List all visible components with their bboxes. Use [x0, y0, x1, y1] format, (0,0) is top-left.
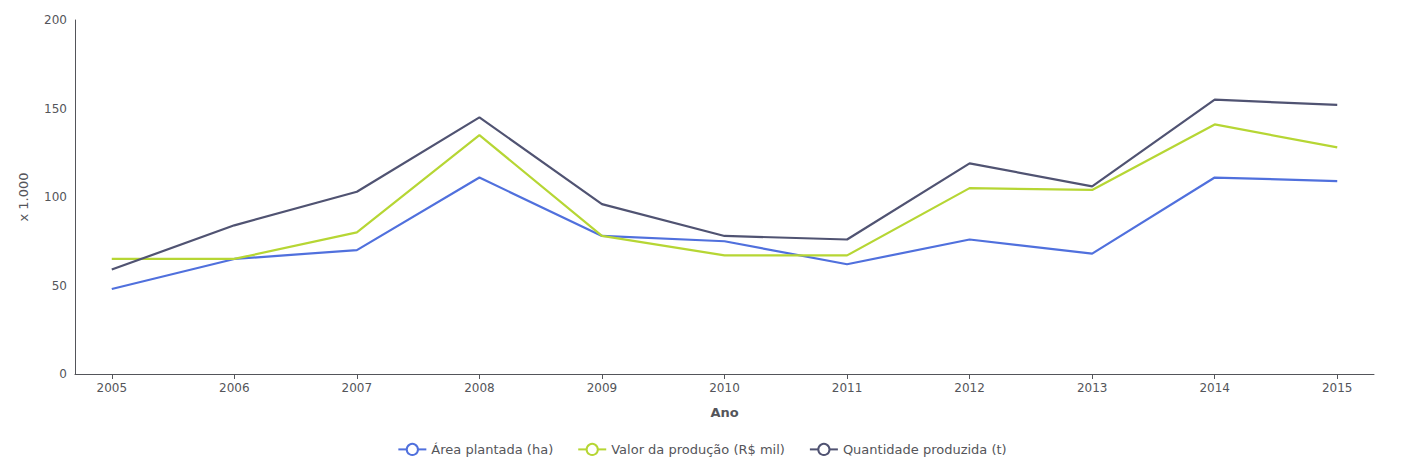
svg-text:2009: 2009: [587, 381, 618, 395]
svg-text:Quantidade produzida (t): Quantidade produzida (t): [843, 442, 1007, 457]
svg-text:2011: 2011: [832, 381, 863, 395]
svg-text:2012: 2012: [954, 381, 985, 395]
svg-text:2008: 2008: [464, 381, 495, 395]
svg-text:2010: 2010: [709, 381, 740, 395]
svg-text:2005: 2005: [96, 381, 127, 395]
svg-text:200: 200: [44, 13, 67, 27]
svg-text:2014: 2014: [1199, 381, 1230, 395]
svg-text:2013: 2013: [1077, 381, 1108, 395]
svg-text:2007: 2007: [342, 381, 373, 395]
svg-text:x 1.000: x 1.000: [16, 172, 31, 221]
svg-text:50: 50: [52, 279, 67, 293]
svg-text:Área plantada (ha): Área plantada (ha): [431, 442, 553, 457]
svg-text:Valor da produção (R$ mil): Valor da produção (R$ mil): [611, 442, 785, 457]
svg-text:100: 100: [44, 190, 67, 204]
svg-text:2006: 2006: [219, 381, 250, 395]
svg-text:Ano: Ano: [710, 405, 738, 420]
svg-text:150: 150: [44, 102, 67, 116]
svg-text:2015: 2015: [1322, 381, 1353, 395]
svg-text:0: 0: [59, 367, 67, 381]
